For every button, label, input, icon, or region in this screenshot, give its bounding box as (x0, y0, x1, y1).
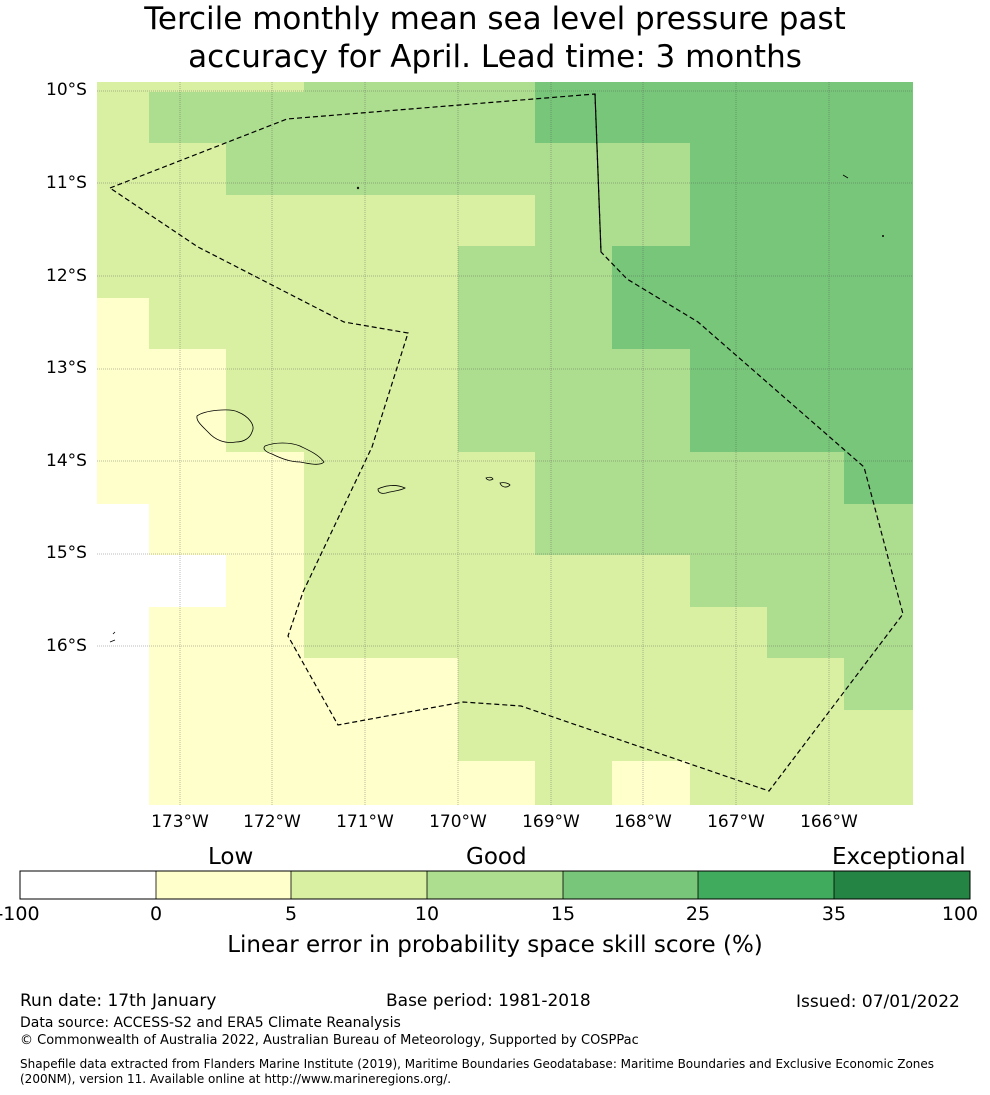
small-island (842, 174, 849, 179)
shapefile-credit-line-1: Shapefile data extracted from Flanders M… (20, 1057, 935, 1071)
colorbar-tick: 5 (284, 903, 298, 925)
colorbar-tick: 15 (550, 903, 576, 925)
skill-cell (612, 761, 690, 805)
lon-label: 167°W (707, 812, 765, 832)
lon-label: 173°W (151, 812, 209, 832)
skill-cell (690, 349, 913, 452)
run-date: Run date: 17th January (20, 991, 217, 1011)
skill-cell (149, 349, 226, 452)
shapefile-credit-line-2: (200NM), version 11. Available online at… (20, 1072, 452, 1086)
skill-cell (226, 143, 535, 195)
lon-label: 168°W (614, 812, 672, 832)
colorbar-label: Linear error in probability space skill … (227, 932, 763, 958)
lat-label: 12°S (46, 266, 87, 286)
small-island (109, 631, 116, 643)
skill-cell (690, 555, 913, 607)
colorbar-bin (20, 871, 156, 899)
upolu-island (263, 442, 325, 465)
map-title: Tercile monthly mean sea level pressure … (0, 0, 990, 76)
skill-cell (97, 607, 149, 805)
lat-label: 13°S (46, 358, 87, 378)
skill-cell (97, 298, 149, 504)
lon-label: 171°W (336, 812, 394, 832)
skill-cell (149, 92, 535, 143)
savaii-island (196, 409, 254, 443)
lat-label: 15°S (46, 543, 87, 563)
colorbar-tick: 0 (149, 903, 163, 925)
skill-cell (535, 452, 844, 555)
islands (109, 174, 885, 643)
colorbar-bin (834, 871, 970, 899)
colorbar (19, 870, 971, 900)
colorbar-bin (698, 871, 834, 899)
colorbar-tick: 100 (941, 903, 979, 925)
colorbar-category-good: Good (466, 844, 527, 870)
skill-cell (149, 607, 304, 805)
colorbar-bin (563, 871, 698, 899)
eez-boundary-inner (594, 93, 602, 253)
skill-cell (97, 555, 226, 607)
title-line-1: Tercile monthly mean sea level pressure … (144, 1, 846, 37)
manua-island-2 (499, 482, 511, 488)
lon-label: 166°W (800, 812, 858, 832)
skill-cell (612, 246, 913, 349)
skill-cell (458, 246, 612, 452)
copyright: © Commonwealth of Australia 2022, Austra… (20, 1033, 639, 1048)
lat-label: 11°S (46, 173, 87, 193)
data-source: Data source: ACCESS-S2 and ERA5 Climate … (20, 1015, 401, 1031)
skill-grid (97, 82, 913, 805)
lat-label: 14°S (46, 451, 87, 471)
lon-label: 172°W (243, 812, 301, 832)
skill-cell (535, 143, 690, 246)
skill-cell (458, 761, 535, 805)
graticule (97, 82, 913, 805)
tutuila-island (377, 485, 406, 494)
skill-cell (767, 607, 913, 658)
title-line-2: accuracy for April. Lead time: 3 months (188, 39, 802, 75)
lat-label: 16°S (46, 636, 87, 656)
colorbar-tick: -100 (0, 903, 40, 925)
manua-island-1 (485, 476, 494, 481)
skill-cell (690, 143, 913, 246)
colorbar-tick: 10 (414, 903, 440, 925)
skill-cell (844, 504, 913, 555)
lon-label: 170°W (429, 812, 487, 832)
colorbar-tick: 35 (821, 903, 847, 925)
skill-cell (844, 452, 913, 504)
base-period: Base period: 1981-2018 (386, 991, 591, 1011)
colorbar-bin (291, 871, 427, 899)
small-island (356, 186, 360, 190)
colorbar-bin (427, 871, 563, 899)
skill-cell (97, 82, 149, 92)
issued-date: Issued: 07/01/2022 (796, 992, 960, 1012)
skill-cell (304, 658, 458, 805)
eez-boundary (109, 93, 904, 792)
lat-label: 10°S (46, 80, 87, 100)
skill-cell (612, 349, 690, 452)
colorbar-category-low: Low (208, 844, 254, 870)
skill-cell (535, 82, 913, 143)
skill-cell (844, 658, 913, 710)
small-island (882, 234, 885, 237)
colorbar-category-exceptional: Exceptional (832, 844, 966, 870)
skill-cell (304, 82, 535, 92)
lon-label: 169°W (522, 812, 580, 832)
colorbar-tick: 25 (685, 903, 711, 925)
colorbar-bin (156, 871, 291, 899)
skill-cell (97, 504, 149, 555)
skill-cell (149, 452, 304, 555)
